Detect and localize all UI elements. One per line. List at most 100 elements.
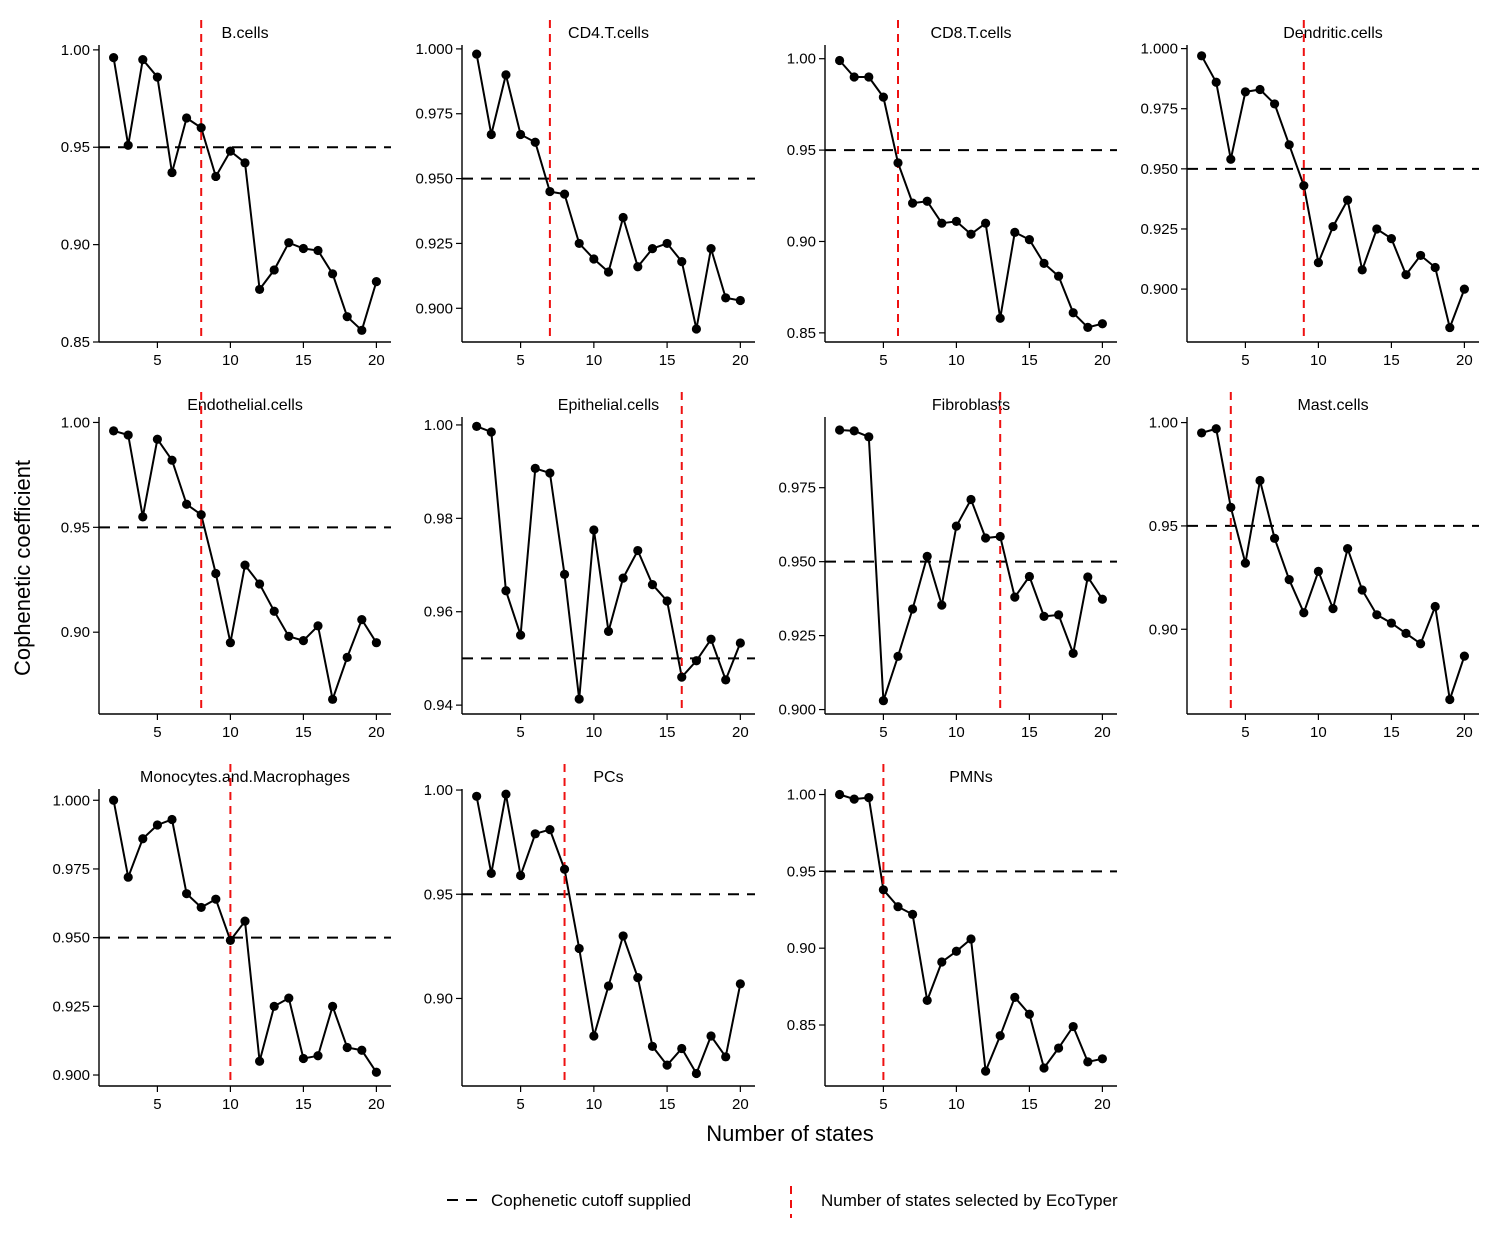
data-point [589,525,599,535]
data-point [864,432,874,442]
data-point [1328,221,1338,232]
data-point [1039,1063,1049,1073]
data-point [589,1031,599,1041]
data-point [1255,84,1265,95]
x-tick-label: 10 [222,1096,239,1113]
x-tick-label: 5 [1241,724,1249,741]
data-point [691,324,702,334]
data-point [1211,77,1221,87]
y-tick-label: 0.925 [778,628,816,645]
data-point [545,468,555,478]
data-point [269,265,279,275]
data-point [937,600,947,610]
y-tick-label: 0.85 [61,334,90,351]
panel-cd4-t-cells: CD4.T.cells 0.900 0.925 0.950 0.975 1.000 5 10 1… [415,20,755,369]
data-point [922,196,932,206]
y-tick-label: 0.950 [1140,161,1178,178]
data-point [574,943,584,954]
data-point [545,186,555,197]
data-point [995,313,1005,323]
y-tick-label: 0.925 [415,235,453,252]
panel-monocytes-and-macrophages: Monocytes.and.Macrophages 0.900 0.925 0.950… [52,764,391,1113]
y-tick-label: 1.000 [415,41,453,58]
y-tick-label: 0.975 [778,480,816,497]
data-point [1430,262,1440,273]
data-point [1459,651,1469,661]
data-point [1068,308,1078,318]
data-point [951,946,962,956]
x-tick-label: 15 [295,724,312,741]
data-point [530,137,540,147]
x-tick-label: 5 [879,724,887,741]
x-tick-label: 5 [516,1096,524,1113]
series-line [839,429,1104,702]
x-tick-label: 15 [659,1096,676,1113]
data-point [255,284,265,295]
x-tick-label: 20 [368,1096,385,1113]
data-point [603,981,614,991]
x-tick-label: 15 [659,352,676,369]
data-point [255,579,265,589]
data-point [937,218,947,228]
data-point [109,795,119,805]
data-point [1357,265,1367,275]
panel-pcs: PCs 0.90 0.95 1.00 5 10 15 20 [424,764,755,1113]
data-point [211,171,221,182]
data-point [357,615,367,625]
series-line [475,53,741,330]
data-point [966,229,976,239]
data-point [342,1042,352,1053]
panel-endothelial-cells: Endothelial.cells 0.90 0.95 1.00 5 10 15 20 [61,392,391,741]
x-tick-label: 10 [222,724,239,741]
data-point [1039,611,1049,621]
y-tick-label: 0.950 [52,930,90,947]
x-axis-title: Number of states [706,1121,874,1146]
data-point [472,791,482,801]
data-point [1430,601,1440,612]
panel-cd8-t-cells: CD8.T.cells 0.85 0.90 0.95 1.00 5 10 15 20 [787,20,1117,369]
data-point [1459,284,1469,294]
y-tick-label: 0.95 [787,863,816,880]
legend-cutoff-label: Cophenetic cutoff supplied [491,1191,691,1210]
data-point [937,957,947,967]
data-point [1010,227,1020,237]
data-point [240,916,250,926]
data-point [1416,250,1426,261]
data-point [1401,628,1411,638]
y-tick-label: 1.00 [61,42,90,59]
panel-title: PCs [593,769,623,786]
data-point [342,652,352,662]
data-point [574,694,584,704]
data-point [1255,475,1265,486]
data-point [647,1041,658,1051]
data-point [486,868,496,879]
data-point [284,993,294,1003]
data-point [1401,270,1411,280]
y-tick-label: 1.00 [424,782,453,799]
data-point [1083,322,1093,332]
y-tick-label: 0.950 [778,554,816,571]
data-point [328,269,338,279]
panel-b-cells: B.cells 0.85 0.90 0.95 1.00 5 10 15 20 [61,20,391,369]
data-point [1226,502,1236,512]
x-tick-label: 15 [1021,724,1038,741]
x-tick-label: 10 [948,724,965,741]
x-tick-label: 15 [659,724,676,741]
data-point [893,158,903,168]
data-point [981,533,991,543]
data-point [864,72,874,82]
y-tick-label: 1.000 [52,792,90,809]
y-tick-label: 0.90 [424,990,453,1007]
data-point [995,1031,1005,1041]
series-line [112,800,378,1073]
x-tick-label: 5 [153,352,161,369]
panel-title: PMNs [949,769,993,786]
data-point [1284,140,1294,150]
data-point [922,551,932,561]
y-tick-label: 0.96 [424,604,453,621]
y-tick-label: 0.90 [1149,621,1178,638]
data-point [138,512,148,522]
data-point [123,430,133,440]
data-point [196,510,206,520]
y-tick-label: 1.000 [1140,41,1178,58]
